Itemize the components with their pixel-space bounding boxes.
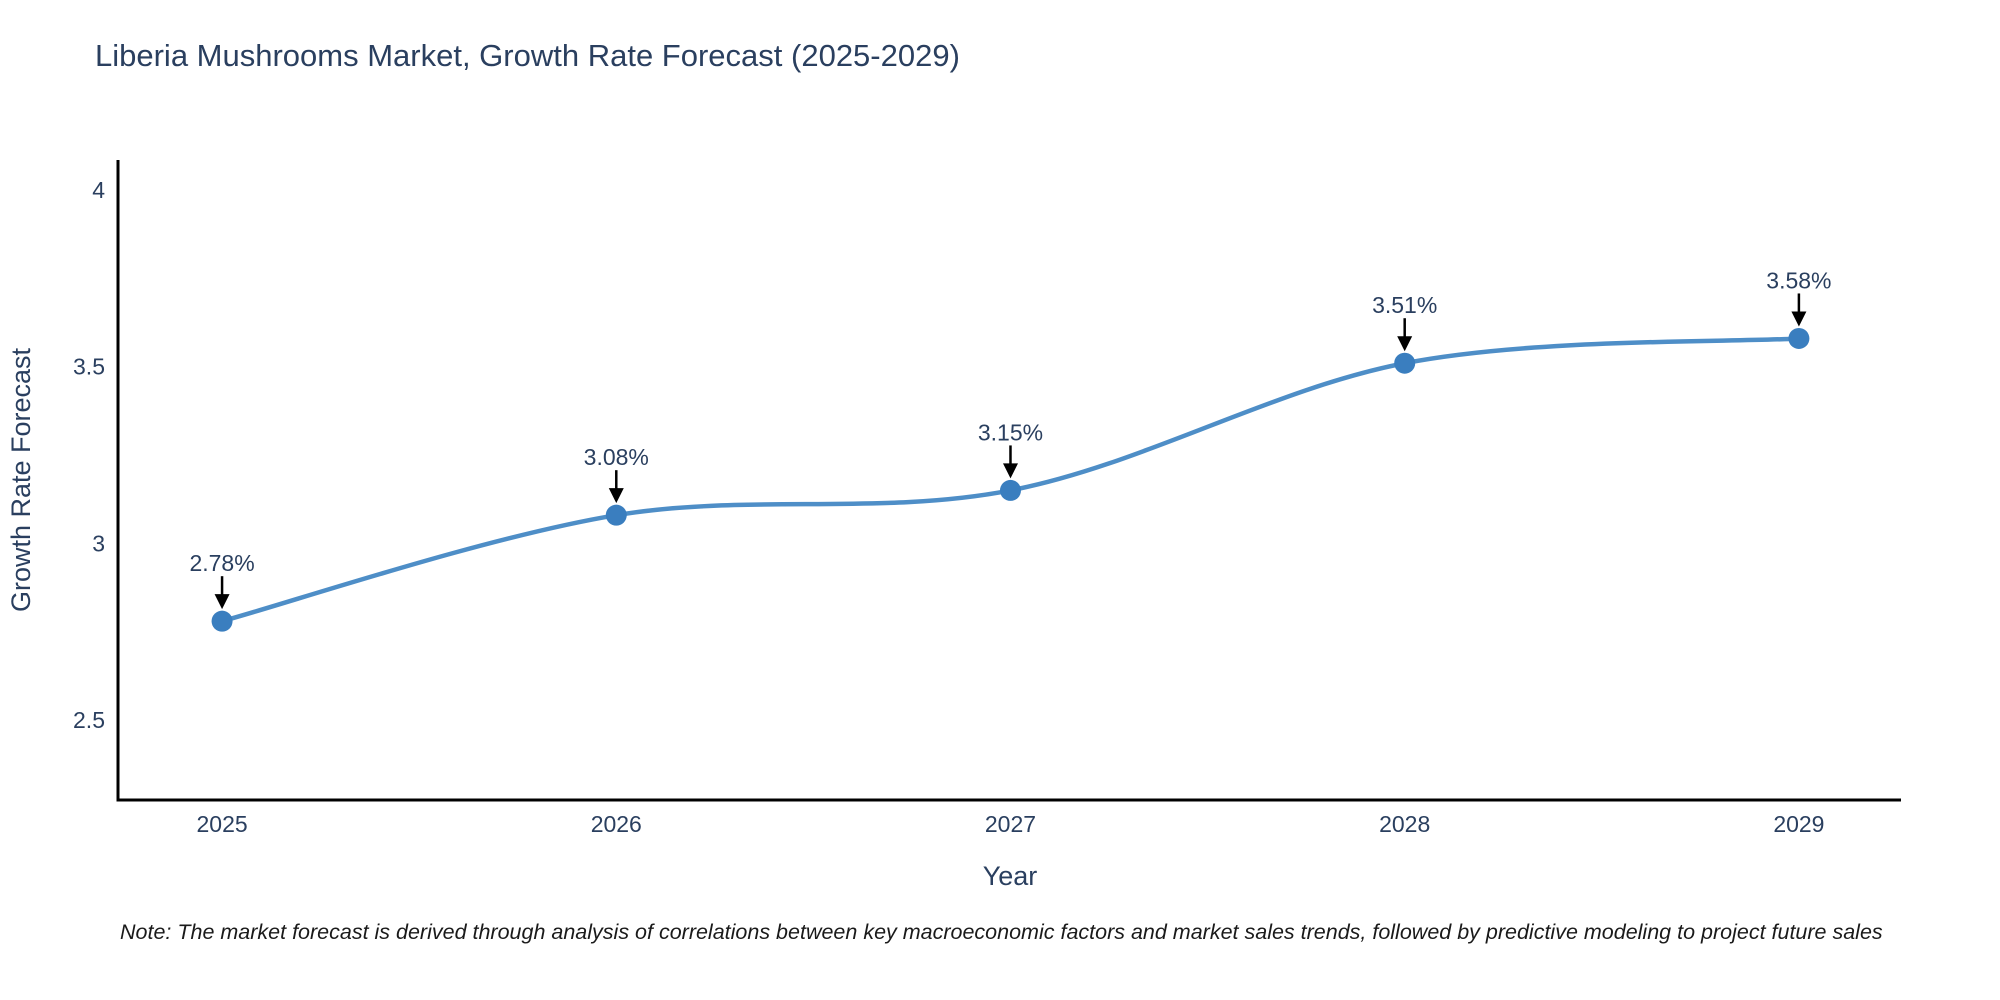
annotation-arrowhead-icon xyxy=(1791,311,1807,327)
x-tick-label: 2028 xyxy=(1379,811,1430,837)
x-axis-title: Year xyxy=(983,861,1038,891)
annotation-label: 3.15% xyxy=(978,419,1043,445)
x-tick-label: 2029 xyxy=(1773,811,1824,837)
x-tick-label: 2025 xyxy=(196,811,247,837)
annotation-arrowhead-icon xyxy=(214,594,230,610)
line-chart-canvas: Growth Rate Forecast Year 2.5 3 3.5 4 2025 20… xyxy=(6,160,1901,891)
annotation-arrowhead-icon xyxy=(1002,463,1018,479)
y-tick-label: 4 xyxy=(92,177,105,203)
data-point-marker xyxy=(1788,327,1810,349)
footnote: Note: The market forecast is derived thr… xyxy=(120,920,1883,944)
x-tick-label: 2027 xyxy=(985,811,1036,837)
y-tick-label: 2.5 xyxy=(73,707,105,733)
axis-lines xyxy=(116,160,1901,802)
annotation-label: 3.08% xyxy=(584,444,649,470)
annotation-label: 3.58% xyxy=(1766,267,1831,293)
y-axis-title: Growth Rate Forecast xyxy=(6,347,36,612)
y-tick-label: 3 xyxy=(92,530,105,556)
annotation-label: 3.51% xyxy=(1372,292,1437,318)
y-tick-label: 3.5 xyxy=(73,354,105,380)
data-point-marker xyxy=(605,504,627,526)
x-tick-label: 2026 xyxy=(591,811,642,837)
annotation-arrowhead-icon xyxy=(1397,336,1413,352)
annotation-arrowhead-icon xyxy=(608,488,624,504)
annotation-label: 2.78% xyxy=(189,550,254,576)
chart-title: Liberia Mushrooms Market, Growth Rate Fo… xyxy=(95,38,960,73)
trace-line xyxy=(219,336,1802,624)
data-point-marker xyxy=(211,610,233,632)
data-point-marker xyxy=(1394,352,1416,374)
data-point-marker xyxy=(999,479,1021,501)
